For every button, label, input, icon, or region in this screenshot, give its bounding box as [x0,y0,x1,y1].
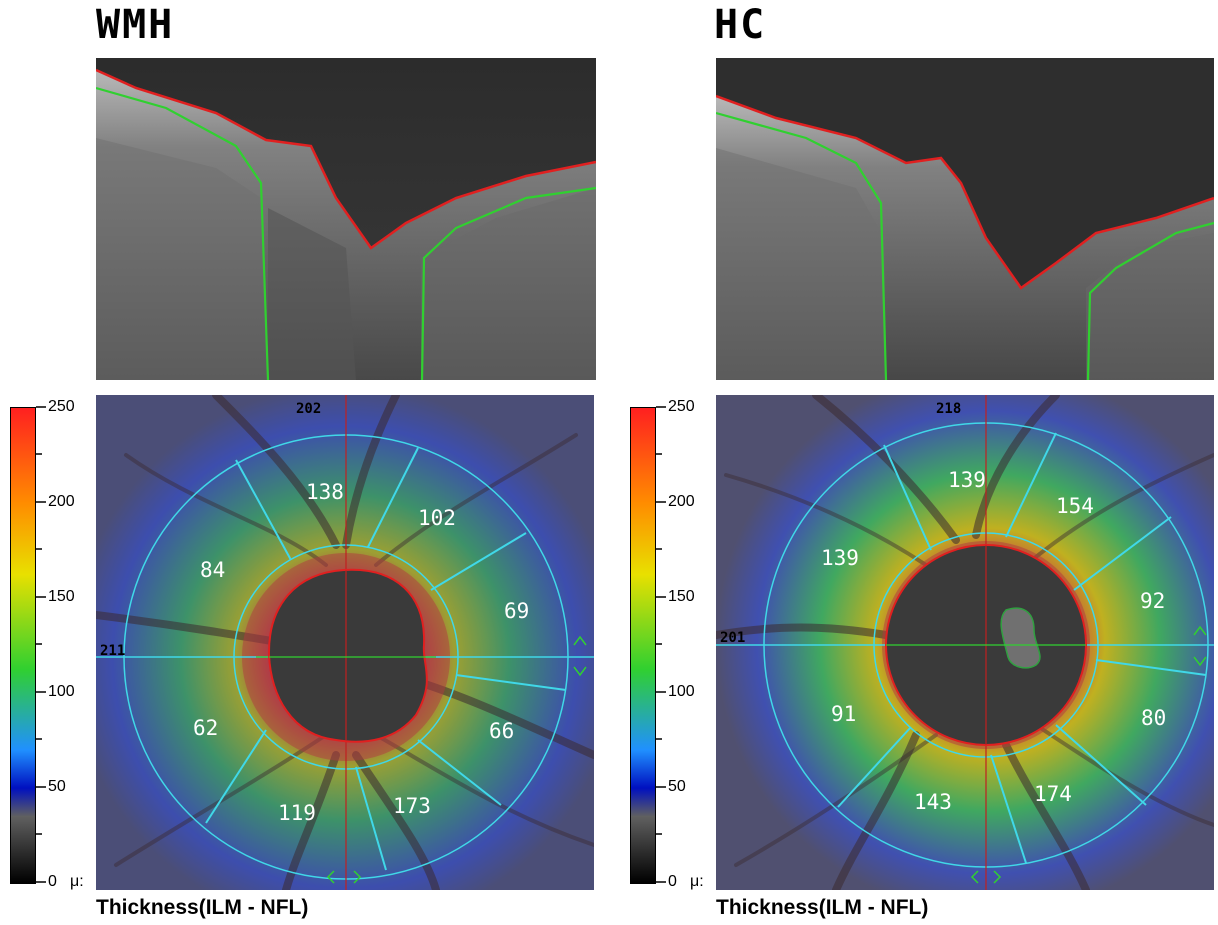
scale-tick-label: 200 [48,493,75,510]
scale-tick-label: 250 [48,398,75,415]
thickness-map-hc: 218 201 139 154 139 92 91 80 143 174 [716,395,1214,890]
sector-value: 80 [1141,706,1166,730]
ilm-boundary-line-hc [716,94,1214,290]
color-scale-ticks-wmh [36,406,46,883]
sector-value: 84 [200,558,225,582]
sector-value: 102 [418,506,456,530]
scale-tick-label: 250 [668,398,695,415]
oct-bscan-hc [716,58,1214,380]
scale-tick-label: 200 [668,493,695,510]
scale-tick-label: 0 [48,873,57,890]
oct-bscan-wmh [96,58,596,380]
sector-value: 154 [1056,494,1094,518]
sector-value: 138 [306,480,344,504]
sector-value: 62 [193,716,218,740]
scale-tick-label: 150 [48,588,75,605]
sector-value: 66 [489,719,514,743]
sector-value: 139 [948,468,986,492]
sector-value: 92 [1140,589,1165,613]
nfl-boundary-line-wmh [96,86,596,380]
map-caption-hc: Thickness(ILM - NFL) [716,896,929,919]
sector-value: 119 [278,801,316,825]
map-left-value: 211 [100,643,125,659]
sector-value: 139 [821,546,859,570]
ilm-boundary-line-wmh [96,68,596,250]
sector-value: 174 [1034,782,1072,806]
sector-value: 143 [914,790,952,814]
map-caption-wmh: Thickness(ILM - NFL) [96,896,309,919]
scale-unit-label: μ: [690,873,704,890]
map-top-value: 218 [936,401,961,417]
map-top-value: 202 [296,401,321,417]
panel-title-wmh: WMH [96,2,175,48]
panel-title-hc: HC [714,2,767,48]
scale-tick-label: 150 [668,588,695,605]
thickness-color-scale-wmh [10,407,36,884]
scale-tick-label: 100 [48,683,75,700]
scale-tick-label: 100 [668,683,695,700]
nfl-boundary-line-hc [716,111,1214,380]
sector-value: 69 [504,599,529,623]
scale-unit-label: μ: [70,873,84,890]
thickness-color-scale-hc [630,407,656,884]
map-left-value: 201 [720,630,745,646]
thickness-map-wmh: 202 211 138 102 84 69 62 66 119 173 [96,395,594,890]
sector-value: 91 [831,702,856,726]
color-scale-ticks-hc [656,406,666,883]
scale-tick-label: 50 [668,778,686,795]
scale-tick-label: 50 [48,778,66,795]
sector-value: 173 [393,794,431,818]
scale-tick-label: 0 [668,873,677,890]
